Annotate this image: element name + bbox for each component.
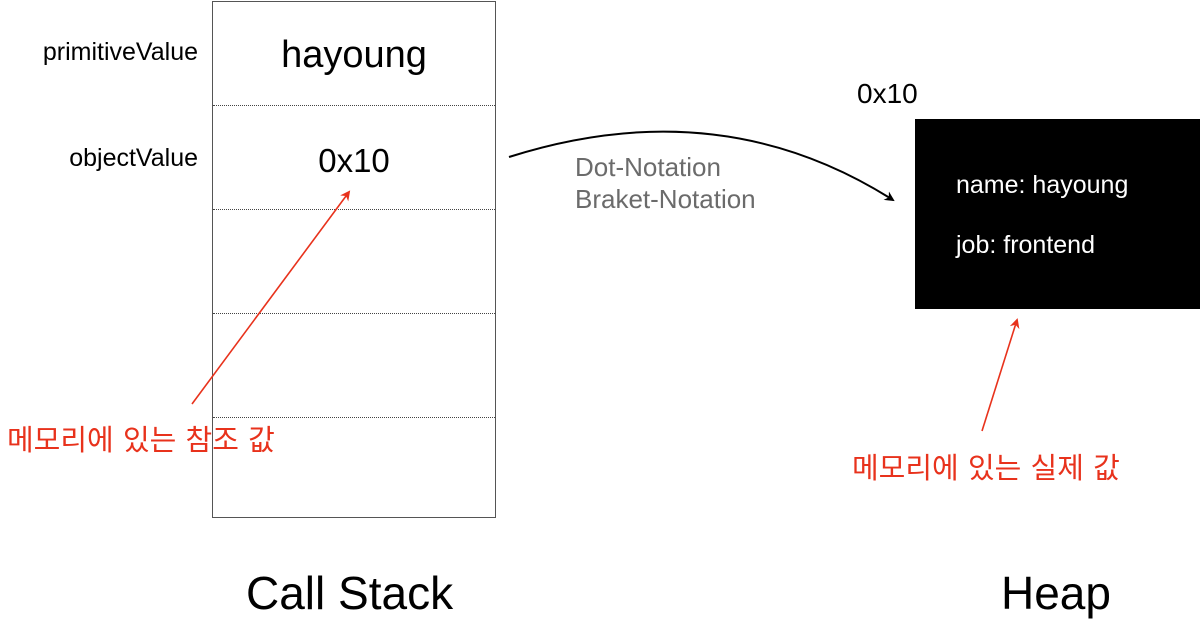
heap-property: name: hayoung — [956, 171, 1129, 199]
actual-annotation-arrow — [981, 318, 1020, 432]
heap-address: 0x10 — [857, 78, 918, 109]
reference-value-annotation: 메모리에 있는 참조 값 — [7, 423, 275, 457]
stack-cell: 0x10 — [213, 106, 495, 210]
reference-annotation-arrow — [191, 190, 351, 405]
stack-cell — [213, 314, 495, 418]
stack-cell — [213, 210, 495, 314]
heap-property: job: frontend — [956, 231, 1095, 259]
bracket-notation-label: Braket-Notation — [575, 184, 756, 214]
heap-object: name: hayoung job: frontend — [915, 119, 1200, 309]
heap-title: Heap — [1001, 567, 1111, 619]
stack-cell-value: hayoung — [281, 34, 427, 76]
variable-label-primitive: primitiveValue — [42, 38, 198, 66]
stack-cell: hayoung — [213, 2, 495, 106]
reference-arrow — [508, 130, 895, 202]
dot-notation-label: Dot-Notation — [575, 152, 721, 182]
variable-label-object: objectValue — [69, 144, 198, 172]
actual-value-annotation: 메모리에 있는 실제 값 — [852, 451, 1120, 485]
call-stack: hayoung 0x10 — [212, 1, 496, 518]
call-stack-title: Call Stack — [246, 567, 454, 619]
stack-cell-value: 0x10 — [318, 142, 390, 179]
